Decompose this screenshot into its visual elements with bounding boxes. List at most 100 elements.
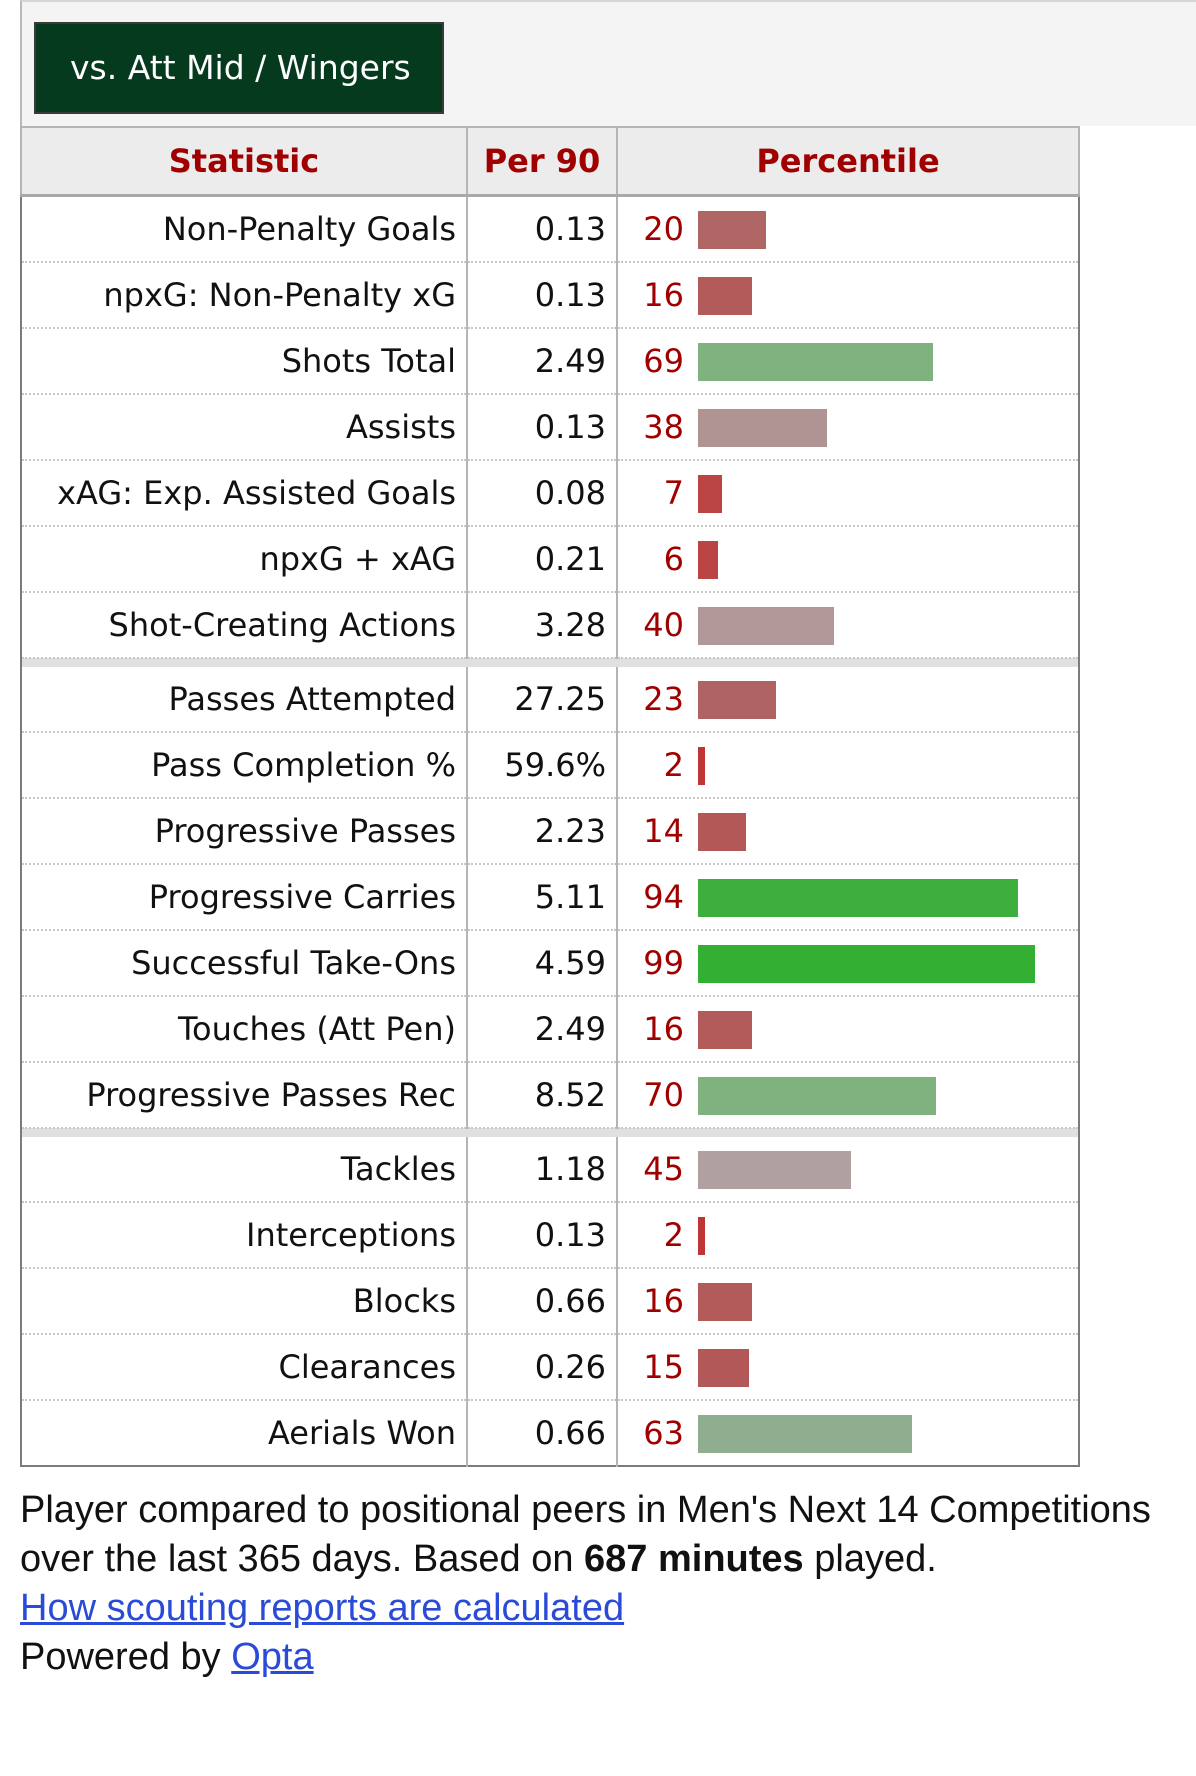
percentile-bar (698, 409, 827, 447)
stat-name: Aerials Won (21, 1400, 468, 1467)
footer-text-1: Player compared to positional peers in M… (20, 1489, 1151, 1580)
table-row: Aerials Won 0.66 63 (21, 1400, 1079, 1467)
per90-value: 8.52 (467, 1062, 618, 1129)
percentile-value: 16 (643, 1010, 684, 1048)
percentile-value: 14 (643, 812, 684, 850)
per90-value: 0.08 (467, 460, 618, 527)
powered-by-text: Powered by (20, 1636, 232, 1678)
stat-name: Progressive Passes Rec (21, 1062, 468, 1129)
percentile-bar (698, 343, 933, 381)
percentile-bar (698, 1011, 752, 1049)
per90-value: 4.59 (467, 930, 618, 997)
table-row: Interceptions 0.13 2 (21, 1202, 1079, 1269)
group-separator (21, 1128, 1079, 1137)
per90-value: 0.66 (467, 1400, 618, 1467)
table-row: Blocks 0.66 16 (21, 1268, 1079, 1335)
percentile-bar (698, 475, 722, 513)
per90-value: 59.6% (467, 732, 618, 799)
percentile-bar (698, 1415, 912, 1453)
tab-strip: vs. Att Mid / Wingers (20, 0, 1196, 126)
percentile-cell: 6 (617, 526, 1079, 593)
per90-value: 3.28 (467, 592, 618, 659)
percentile-cell: 2 (617, 1202, 1079, 1269)
percentile-value: 16 (643, 276, 684, 314)
table-row: Progressive Carries 5.11 94 (21, 864, 1079, 931)
percentile-value: 2 (663, 746, 684, 784)
per90-value: 0.13 (467, 195, 618, 263)
percentile-cell: 94 (617, 864, 1079, 931)
percentile-cell: 45 (617, 1137, 1079, 1203)
percentile-bar (698, 1217, 705, 1255)
stat-name: Progressive Carries (21, 864, 468, 931)
percentile-cell: 14 (617, 798, 1079, 865)
percentile-cell: 40 (617, 592, 1079, 659)
stat-name: Pass Completion % (21, 732, 468, 799)
footer-text-2: played. (803, 1538, 937, 1580)
percentile-bar (698, 813, 746, 851)
percentile-value: 15 (643, 1348, 684, 1386)
percentile-value: 7 (663, 474, 684, 512)
scouting-report: vs. Att Mid / Wingers Statistic Per 90 P… (20, 0, 1196, 1467)
per90-value: 2.49 (467, 328, 618, 395)
per90-value: 1.18 (467, 1137, 618, 1203)
powered-by: Powered by Opta (20, 1633, 1170, 1682)
percentile-value: 45 (643, 1150, 684, 1188)
group-separator-cell (21, 658, 1079, 667)
stat-name: Non-Penalty Goals (21, 195, 468, 263)
stat-name: xAG: Exp. Assisted Goals (21, 460, 468, 527)
footer-description: Player compared to positional peers in M… (20, 1486, 1170, 1584)
percentile-bar (698, 211, 766, 249)
percentile-cell: 23 (617, 667, 1079, 733)
percentile-bar (698, 945, 1035, 983)
percentile-bar (698, 1283, 752, 1321)
scouting-table: Statistic Per 90 Percentile Non-Penalty … (20, 126, 1080, 1467)
per90-value: 2.49 (467, 996, 618, 1063)
percentile-cell: 63 (617, 1400, 1079, 1467)
stat-name: Successful Take-Ons (21, 930, 468, 997)
scouting-calc-link[interactable]: How scouting reports are calculated (20, 1587, 625, 1629)
table-row: Assists 0.13 38 (21, 394, 1079, 461)
per90-value: 0.21 (467, 526, 618, 593)
tab-att-mid-wingers[interactable]: vs. Att Mid / Wingers (34, 22, 444, 114)
percentile-cell: 16 (617, 1268, 1079, 1335)
table-row: Shot-Creating Actions 3.28 40 (21, 592, 1079, 659)
percentile-cell: 16 (617, 262, 1079, 329)
header-per90[interactable]: Per 90 (466, 126, 618, 197)
percentile-cell: 69 (617, 328, 1079, 395)
stat-name: Assists (21, 394, 468, 461)
percentile-value: 38 (643, 408, 684, 446)
table-body: Non-Penalty Goals 0.13 20 npxG: Non-Penalty… (21, 195, 1079, 1467)
percentile-bar (698, 1349, 749, 1387)
percentile-value: 6 (663, 540, 684, 578)
stat-name: Clearances (21, 1334, 468, 1401)
percentile-value: 16 (643, 1282, 684, 1320)
table-row: xAG: Exp. Assisted Goals 0.08 7 (21, 460, 1079, 527)
stat-name: Shot-Creating Actions (21, 592, 468, 659)
per90-value: 2.23 (467, 798, 618, 865)
header-statistic[interactable]: Statistic (20, 126, 468, 197)
percentile-cell: 2 (617, 732, 1079, 799)
percentile-bar (698, 1077, 936, 1115)
table-row: Tackles 1.18 45 (21, 1137, 1079, 1203)
stat-name: Interceptions (21, 1202, 468, 1269)
header-percentile[interactable]: Percentile (616, 126, 1080, 197)
percentile-cell: 38 (617, 394, 1079, 461)
table-row: Progressive Passes Rec 8.52 70 (21, 1062, 1079, 1129)
percentile-value: 94 (643, 878, 684, 916)
percentile-cell: 70 (617, 1062, 1079, 1129)
table-row: npxG + xAG 0.21 6 (21, 526, 1079, 593)
percentile-cell: 15 (617, 1334, 1079, 1401)
percentile-value: 69 (643, 342, 684, 380)
per90-value: 0.26 (467, 1334, 618, 1401)
opta-link[interactable]: Opta (231, 1636, 314, 1678)
stat-name: npxG: Non-Penalty xG (21, 262, 468, 329)
table-row: Clearances 0.26 15 (21, 1334, 1079, 1401)
table-row: Non-Penalty Goals 0.13 20 (21, 195, 1079, 263)
percentile-value: 2 (663, 1216, 684, 1254)
per90-value: 0.13 (467, 394, 618, 461)
table-row: Progressive Passes 2.23 14 (21, 798, 1079, 865)
stat-name: Passes Attempted (21, 667, 468, 733)
percentile-value: 40 (643, 606, 684, 644)
table-row: Pass Completion % 59.6% 2 (21, 732, 1079, 799)
stat-name: Progressive Passes (21, 798, 468, 865)
